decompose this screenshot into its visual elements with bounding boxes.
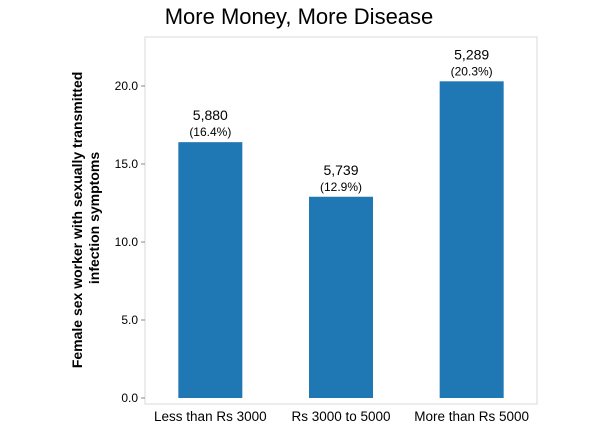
y-axis-label: Female sex worker with sexually transmit…: [69, 68, 102, 368]
bar: [178, 142, 243, 398]
y-tick-label: 15.0: [115, 157, 139, 171]
x-category-label: More than Rs 5000: [414, 409, 529, 424]
bar-count-label: 5,880: [193, 107, 228, 123]
y-tick-label: 0.0: [121, 391, 138, 405]
y-axis-label-line-2: infection symptoms: [86, 152, 102, 284]
bar-count-label: 5,739: [323, 162, 358, 178]
plot-area: [144, 36, 538, 405]
bars: [178, 81, 504, 398]
y-tick-label: 5.0: [121, 313, 138, 327]
x-axis-categories: Less than Rs 3000 Rs 3000 to 5000 More tha…: [154, 409, 529, 424]
y-axis-ticks: 0.0 5.0 10.0 15.0 20.0: [115, 79, 145, 405]
bar-percent-label: (16.4%): [189, 125, 231, 139]
y-tick-label: 20.0: [115, 79, 139, 93]
bar-percent-label: (12.9%): [320, 180, 362, 194]
bar-percent-label: (20.3%): [451, 64, 493, 78]
bar: [439, 81, 504, 398]
chart-title: More Money, More Disease: [165, 4, 434, 29]
x-category-label: Less than Rs 3000: [154, 409, 267, 424]
y-tick-label: 10.0: [115, 235, 139, 249]
x-category-label: Rs 3000 to 5000: [291, 409, 390, 424]
data-labels: 5,880 (16.4%) 5,739 (12.9%) 5,289 (20.3%): [189, 46, 492, 193]
bar-count-label: 5,289: [454, 46, 489, 62]
bar: [309, 196, 373, 398]
y-axis-label-line-1: Female sex worker with sexually transmit…: [69, 72, 85, 368]
